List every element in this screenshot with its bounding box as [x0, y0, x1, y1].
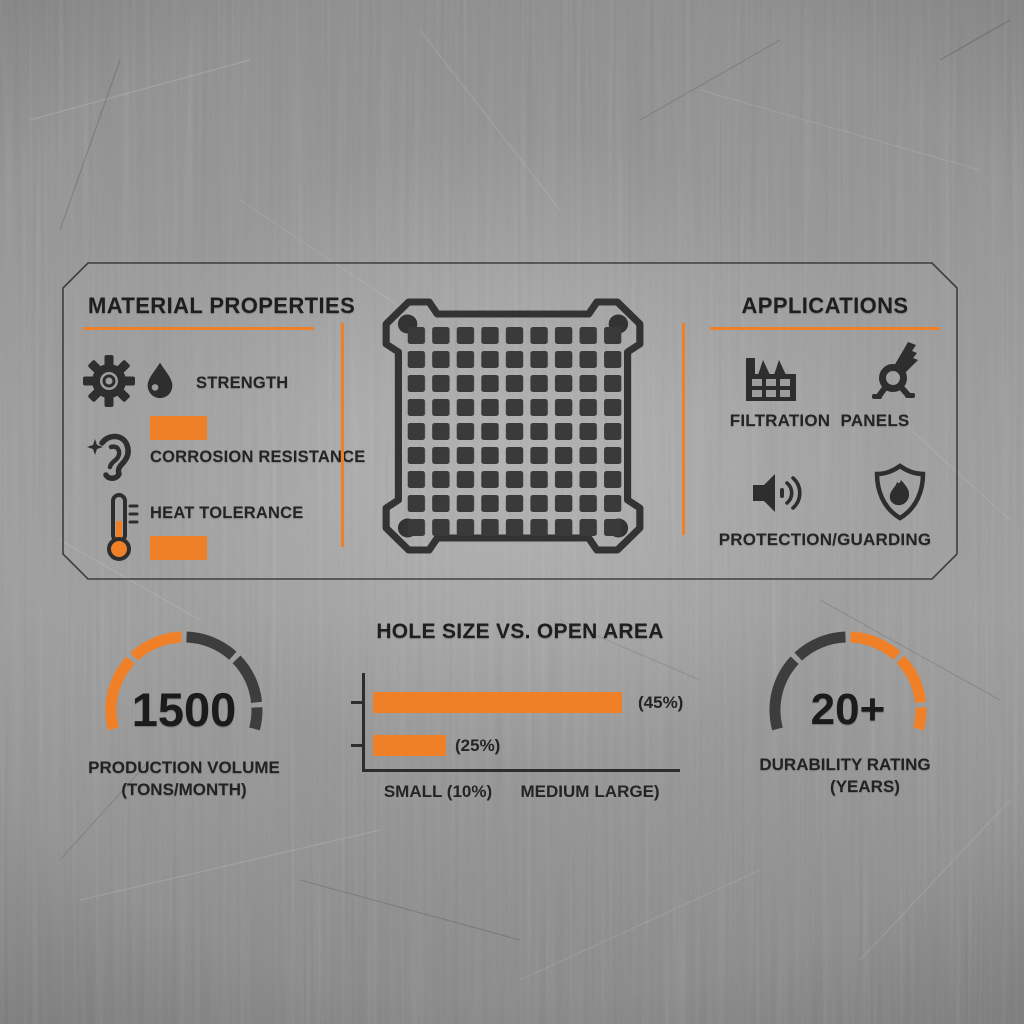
protection-guarding-label: PROTECTION/GUARDING	[718, 530, 932, 549]
left-divider	[341, 323, 344, 547]
production-volume-gauge	[105, 631, 263, 731]
bar2-value-label: (25%)	[455, 736, 501, 755]
chart-tick-2	[351, 744, 362, 747]
production-volume-value: 1500	[131, 683, 237, 736]
filtration-label: FILTRATION	[729, 411, 831, 430]
perforated-plate-icon	[382, 298, 644, 554]
gear-icon	[83, 355, 135, 407]
x-label-small: SMALL (10%)	[383, 782, 493, 801]
production-volume-caption: PRODUCTION VOLUME (TONS/MONTH)	[72, 757, 296, 801]
chart-x-axis	[362, 769, 680, 772]
applications-title: APPLICATIONS	[741, 293, 909, 318]
durability-rating-value: 20+	[810, 685, 886, 734]
shield-icon	[874, 463, 926, 521]
material-properties-underline	[83, 327, 314, 330]
thermometer-icon	[107, 493, 139, 561]
strength-label: STRENGTH	[196, 374, 289, 392]
microscope-icon	[872, 342, 918, 399]
durability-caption-line2: (YEARS)	[830, 777, 900, 797]
production-caption-line2: (TONS/MONTH)	[121, 780, 247, 800]
droplet-icon	[147, 362, 173, 399]
durability-rating-gauge	[769, 631, 927, 731]
material-properties-title: MATERIAL PROPERTIES	[88, 293, 356, 318]
factory-icon	[746, 358, 796, 401]
corrosion-resistance-label: CORROSION RESISTANCE	[150, 448, 366, 466]
strength-bar	[150, 416, 207, 440]
panels-label: PANELS	[840, 411, 910, 430]
production-caption-line1: PRODUCTION VOLUME	[88, 758, 280, 777]
durability-caption-line1: DURABILITY RATING	[759, 755, 931, 774]
speaker-icon	[753, 474, 802, 512]
bar1-value-label: (45%)	[638, 693, 684, 712]
bar-large-open-area	[373, 692, 622, 713]
bar-chart-title: HOLE SIZE VS. OPEN AREA	[376, 620, 664, 643]
right-divider	[682, 323, 685, 535]
heat-tolerance-bar	[150, 536, 207, 560]
durability-rating-caption: DURABILITY RATING (YEARS)	[733, 754, 957, 798]
ear-icon	[87, 433, 131, 481]
chart-y-axis	[362, 673, 365, 771]
x-label-medium: MEDIUM	[520, 782, 590, 801]
heat-tolerance-label: HEAT TOLERANCE	[150, 504, 304, 522]
applications-underline	[710, 327, 940, 330]
x-label-large: LARGE)	[594, 782, 660, 801]
bar-small-open-area	[373, 735, 446, 756]
chart-tick-1	[351, 701, 362, 704]
